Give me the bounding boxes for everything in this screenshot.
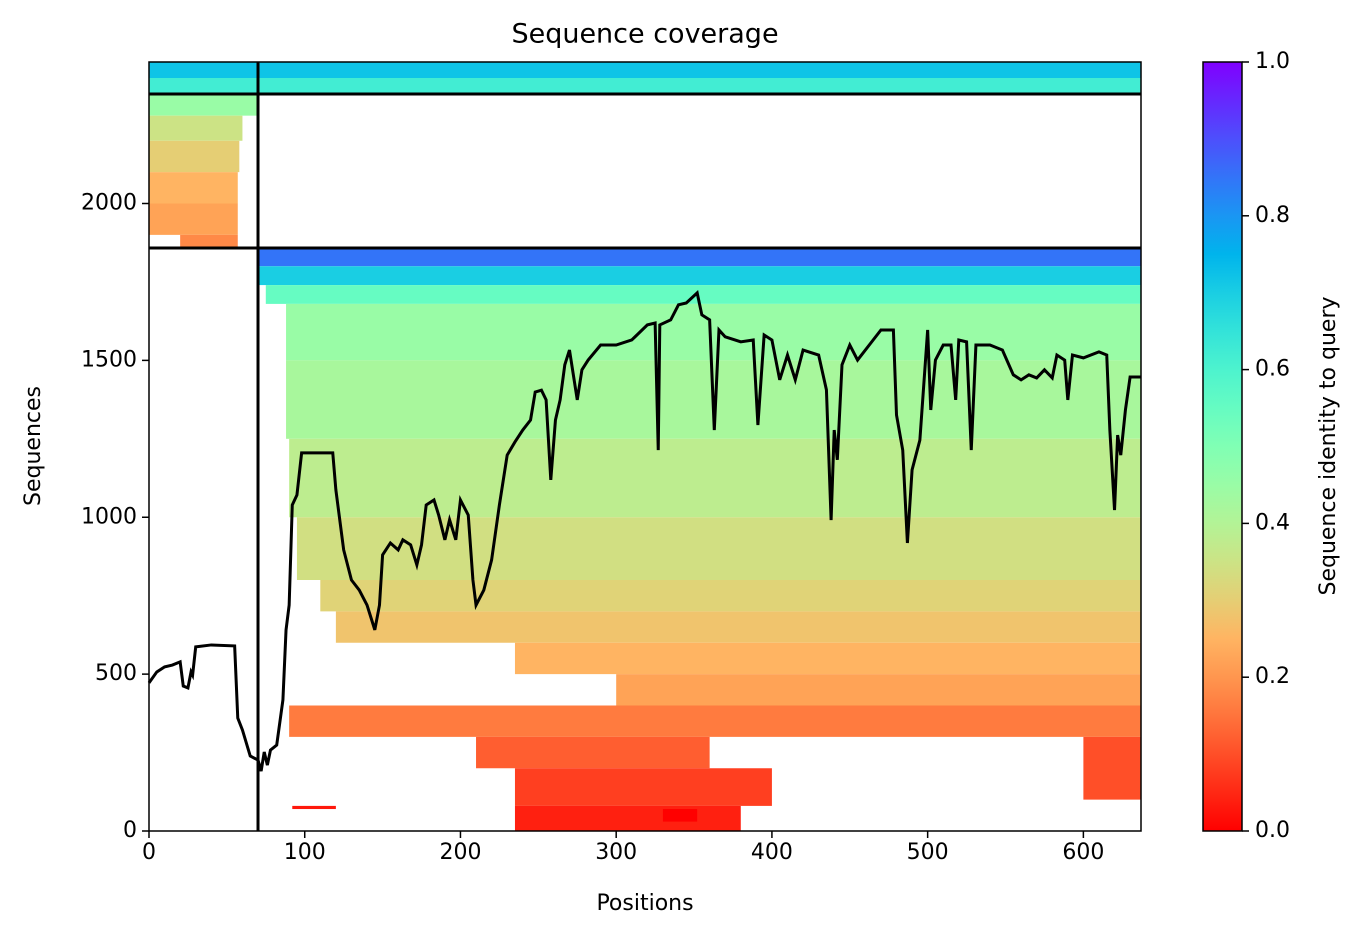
y-tick-label: 2000	[81, 191, 137, 216]
heatmap-cell	[1083, 736, 1141, 800]
x-tick-label: 500	[907, 840, 949, 865]
heatmap-cell	[289, 705, 1141, 737]
heatmap-cell	[149, 140, 240, 173]
heatmap-cell	[320, 580, 1141, 612]
heatmap-cell	[258, 266, 1141, 286]
x-axis-label: Positions	[596, 891, 693, 916]
heatmap-cell	[258, 248, 1141, 267]
heatmap-cell	[149, 94, 259, 116]
colorbar-tick-label: 0.0	[1255, 818, 1290, 843]
plot-frame	[148, 61, 1142, 832]
colorbar-label: Sequence identity to query	[1316, 296, 1341, 595]
y-tick-label: 1000	[81, 504, 137, 529]
heatmap-cell	[289, 438, 1141, 518]
heatmap-cell	[149, 203, 238, 235]
heatmap-cell	[180, 234, 238, 249]
x-tick-label: 300	[595, 840, 637, 865]
x-tick-label: 100	[284, 840, 326, 865]
heatmap-cell	[149, 115, 243, 141]
x-tick-label: 600	[1062, 840, 1104, 865]
y-tick-label: 500	[95, 661, 137, 686]
colorbar-tick-label: 0.6	[1255, 357, 1290, 382]
heatmap-cell	[514, 768, 772, 806]
colorbar	[1202, 61, 1243, 832]
heatmap-cell	[286, 303, 1142, 361]
heatmap-cell	[476, 736, 710, 769]
heatmap-cell	[514, 642, 1141, 675]
x-tick-label: 0	[142, 840, 156, 865]
heatmap-cell	[514, 805, 741, 831]
heatmap-cell	[149, 172, 238, 204]
heatmap-cell	[335, 611, 1141, 643]
heatmap-cell	[149, 62, 1141, 79]
heatmap-cell	[149, 78, 1141, 95]
coverage-line	[147, 290, 1141, 772]
colorbar-tick-label: 1.0	[1255, 49, 1290, 74]
heatmap-cell	[662, 809, 698, 822]
heatmap-cell	[265, 285, 1141, 304]
heatmap-cell	[296, 517, 1141, 581]
heatmap-cell	[616, 674, 1141, 706]
colorbar-tick-label: 0.8	[1255, 203, 1290, 228]
colorbar-tick-label: 0.2	[1255, 664, 1290, 689]
heatmap-cell	[292, 805, 336, 810]
y-tick-label: 1500	[81, 347, 137, 372]
chart-title: Sequence coverage	[511, 19, 778, 50]
x-tick-label: 200	[439, 840, 481, 865]
x-tick-label: 400	[751, 840, 793, 865]
y-axis-label: Sequences	[21, 386, 46, 506]
colorbar-tick-label: 0.4	[1255, 510, 1290, 535]
y-tick-label: 0	[123, 818, 137, 843]
